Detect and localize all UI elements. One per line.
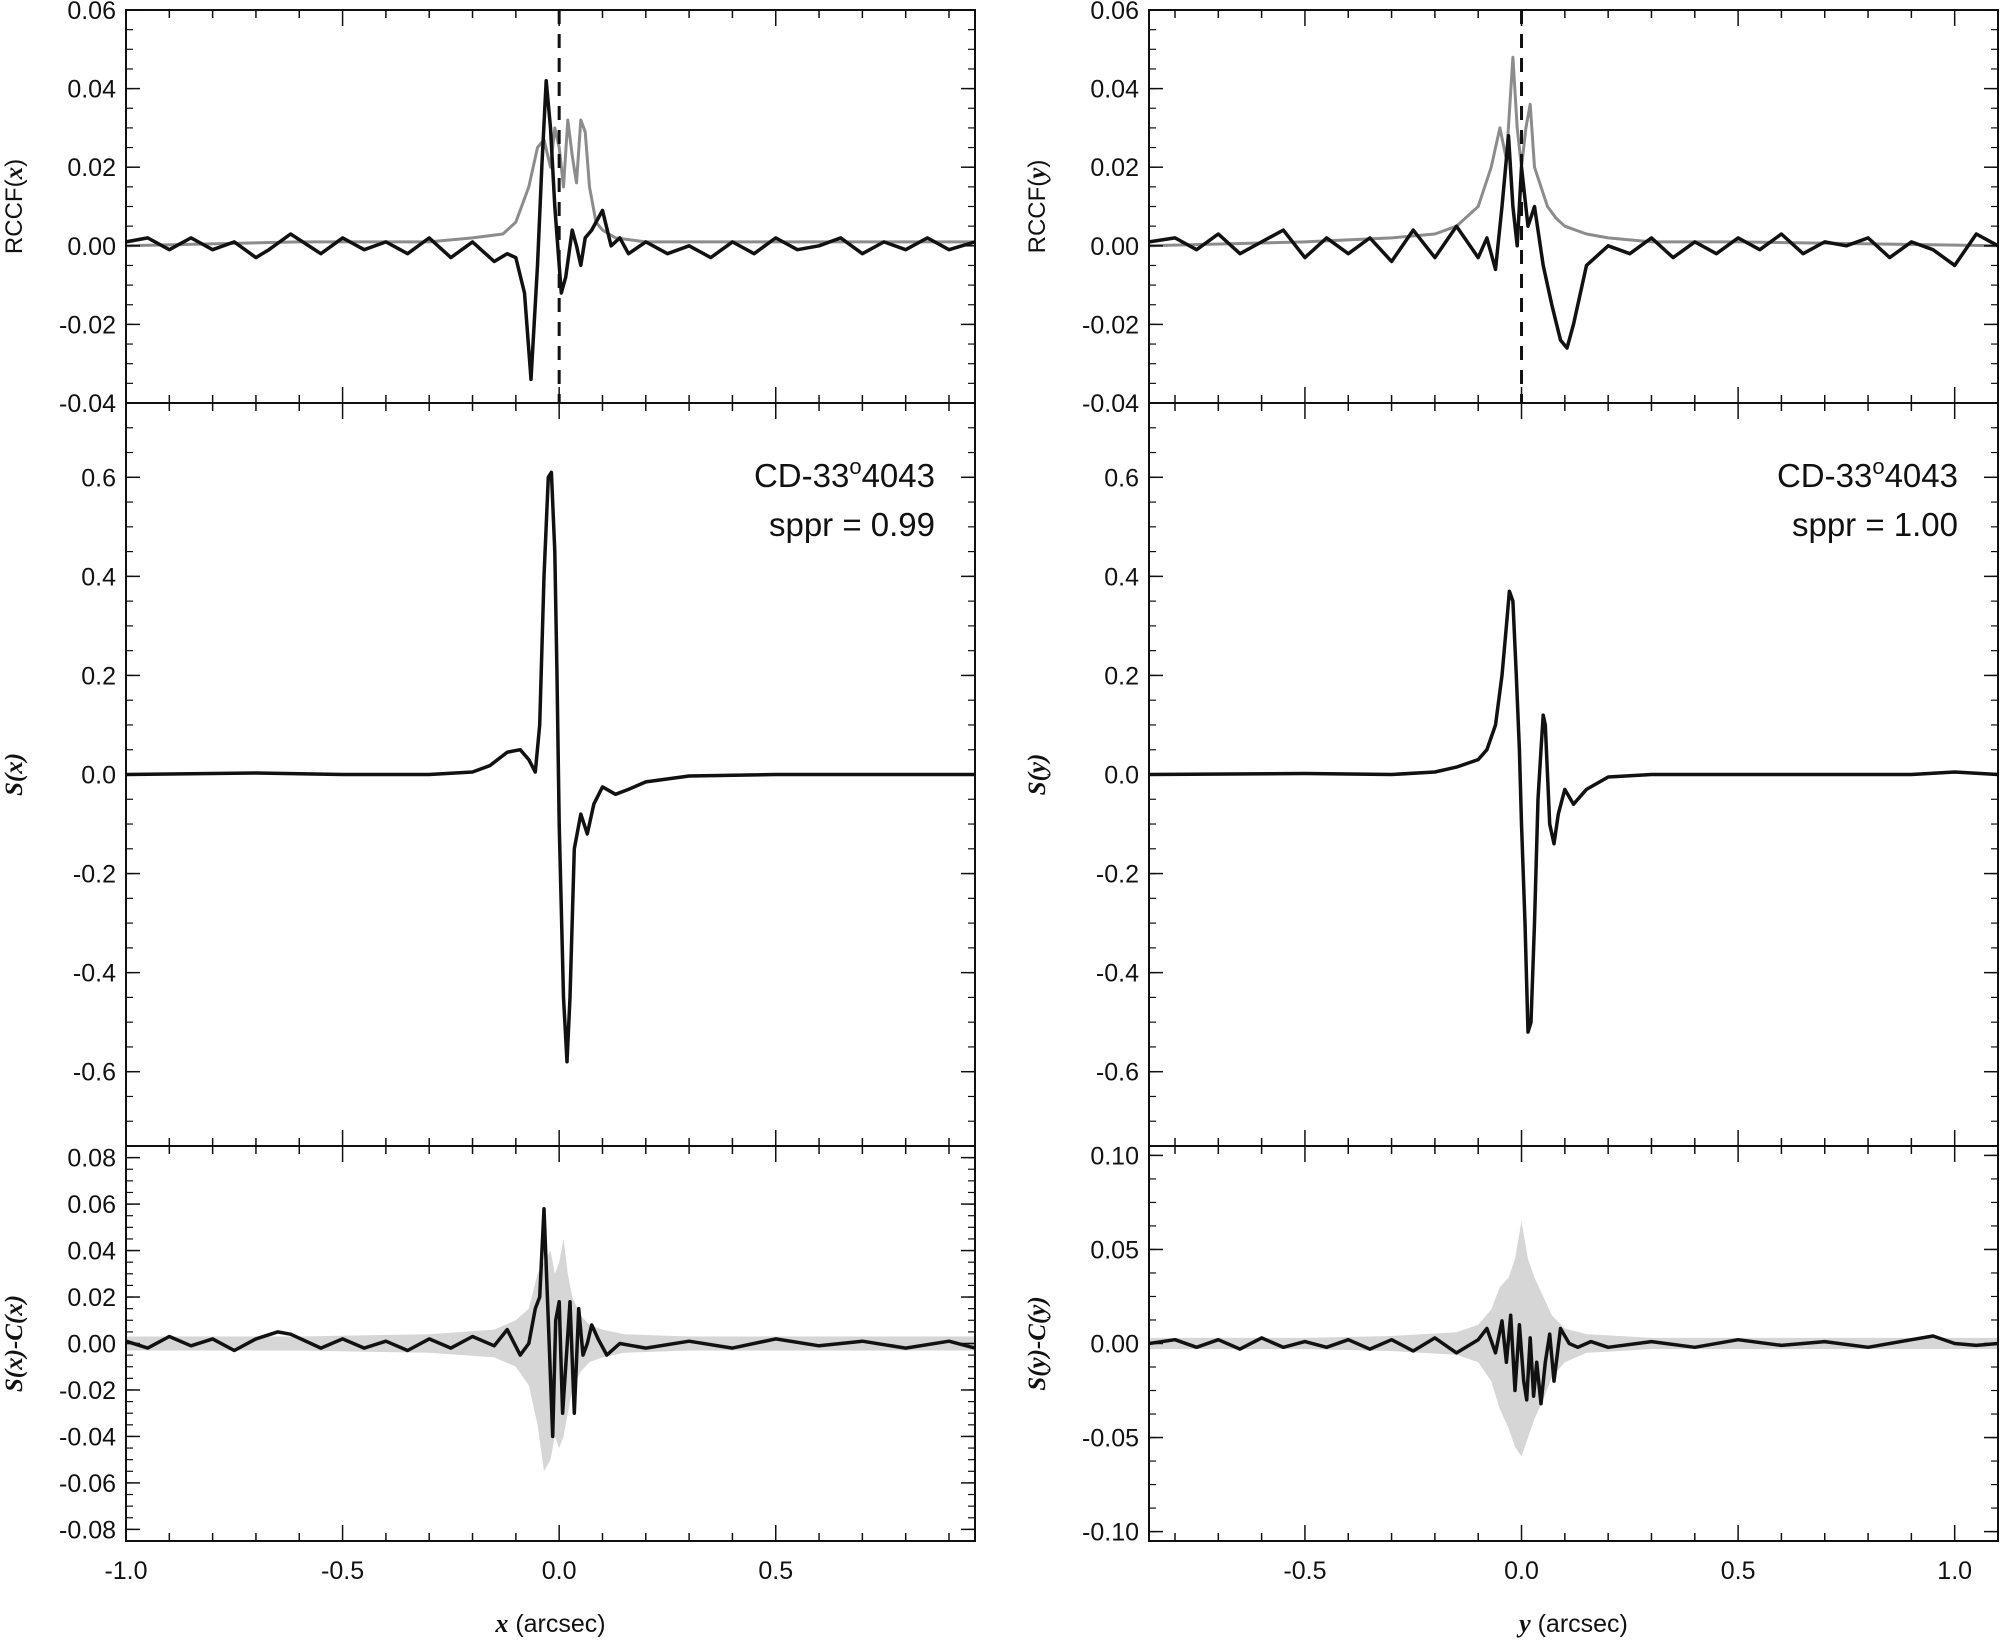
y-tick-label: -0.02 bbox=[59, 1377, 116, 1405]
y-tick-label: 0.0 bbox=[81, 762, 116, 790]
panel-top-right: -0.04 -0.02 0.00 0.02 0.04 0.06 RCCF(y) bbox=[1024, 0, 1999, 418]
star-name-annotation: CD-33o4043 bbox=[1777, 454, 1958, 494]
x-tick-label: 0.5 bbox=[1721, 1557, 1756, 1585]
x-axis-label: x (arcsec) bbox=[494, 1609, 605, 1638]
x-tick-label: 0.5 bbox=[758, 1557, 793, 1585]
y-tick-label: 0.06 bbox=[67, 0, 116, 25]
y-axis-label: S(x)-C(x) bbox=[1, 1295, 28, 1392]
x-axis-label: y (arcsec) bbox=[1516, 1609, 1628, 1638]
y-tick-label: 0.02 bbox=[67, 1284, 116, 1312]
plot-frame bbox=[1148, 9, 1999, 404]
y-axis-label: S(x) bbox=[1, 753, 28, 796]
y-tick-label: 0.04 bbox=[67, 1238, 116, 1266]
x-tick-label: 1.0 bbox=[1937, 1557, 1972, 1585]
y-tick-label: -0.2 bbox=[73, 861, 116, 889]
series-line-0 bbox=[126, 118, 975, 248]
y-tick-label: 0.00 bbox=[67, 1331, 116, 1359]
x-tick-label: -0.5 bbox=[321, 1557, 364, 1585]
y-tick-label: -0.06 bbox=[59, 1470, 116, 1498]
series-line-1 bbox=[126, 78, 975, 382]
star-name-annotation: CD-33o4043 bbox=[754, 454, 935, 494]
series-line-1 bbox=[1149, 134, 1998, 350]
y-tick-label: -0.08 bbox=[59, 1516, 116, 1544]
y-tick-label: 0.00 bbox=[1090, 233, 1139, 261]
x-tick-label: 0.0 bbox=[1504, 1557, 1539, 1585]
y-tick-label: -0.4 bbox=[73, 960, 116, 988]
sppr-annotation: sppr = 0.99 bbox=[769, 506, 935, 543]
y-tick-label: 0.0 bbox=[1104, 762, 1139, 790]
panel-top-left: -0.04 -0.02 0.00 0.02 0.04 0.06 RCCF(x) bbox=[1, 0, 976, 418]
y-tick-label: -0.6 bbox=[1096, 1059, 1139, 1087]
panel-middle-left: -0.6 -0.4 -0.2 0.0 0.2 0.4 0.6 S(x) CD-33o4043 sp… bbox=[1, 402, 976, 1147]
series-line-0 bbox=[1149, 1313, 1998, 1406]
y-tick-label: -0.04 bbox=[1082, 390, 1139, 418]
y-tick-label: 0.00 bbox=[1090, 1331, 1139, 1359]
y-tick-label: 0.6 bbox=[81, 464, 116, 492]
y-tick-label: -0.02 bbox=[1082, 311, 1139, 339]
panel-bottom-left: -0.08 -0.06 -0.04 -0.02 0.00 0.02 0.04 0.06 0.08… bbox=[1, 1145, 976, 1638]
y-axis-label: RCCF(y) bbox=[1024, 160, 1051, 254]
x-tick-label: 0.0 bbox=[542, 1557, 577, 1585]
series-line-0 bbox=[1149, 589, 1998, 1034]
panel-middle-right: -0.6 -0.4 -0.2 0.0 0.2 0.4 0.6 S(y) CD-33o4043 sp… bbox=[1024, 402, 1999, 1147]
y-tick-label: 0.04 bbox=[1090, 76, 1139, 104]
y-tick-label: 0.06 bbox=[1090, 0, 1139, 25]
sppr-annotation: sppr = 1.00 bbox=[1792, 506, 1958, 543]
y-tick-label: -0.04 bbox=[59, 1423, 116, 1451]
y-tick-label: 0.08 bbox=[67, 1145, 116, 1173]
y-tick-label: 0.00 bbox=[67, 233, 116, 261]
y-tick-label: 0.6 bbox=[1104, 464, 1139, 492]
y-tick-label: 0.05 bbox=[1090, 1236, 1139, 1264]
y-tick-label: -0.05 bbox=[1082, 1425, 1139, 1453]
y-tick-label: -0.02 bbox=[59, 311, 116, 339]
x-tick-label: -0.5 bbox=[1283, 1557, 1326, 1585]
series-line-0 bbox=[1149, 55, 1998, 248]
y-tick-label: -0.4 bbox=[1096, 960, 1139, 988]
y-tick-label: 0.04 bbox=[67, 76, 116, 104]
y-tick-label: -0.10 bbox=[1082, 1519, 1139, 1547]
y-tick-label: 0.4 bbox=[1104, 563, 1139, 591]
y-tick-label: -0.2 bbox=[1096, 861, 1139, 889]
uncertainty-band bbox=[1149, 1221, 1998, 1457]
series-line-0 bbox=[126, 470, 975, 1064]
y-tick-label: 0.02 bbox=[1090, 154, 1139, 182]
y-tick-label: 0.2 bbox=[81, 662, 116, 690]
y-axis-label: S(y)-C(y) bbox=[1024, 1296, 1051, 1390]
plot-frame bbox=[125, 9, 976, 404]
panel-bottom-right: -0.10 -0.05 0.00 0.05 0.10 -0.5 0.0 0.5 1.0 y (ar… bbox=[1024, 1142, 1999, 1638]
x-tick-label: -1.0 bbox=[104, 1557, 147, 1585]
y-tick-label: -0.04 bbox=[59, 390, 116, 418]
series-line-0 bbox=[126, 1206, 975, 1439]
y-tick-label: 0.06 bbox=[67, 1191, 116, 1219]
y-tick-label: 0.10 bbox=[1090, 1142, 1139, 1170]
y-tick-label: 0.2 bbox=[1104, 662, 1139, 690]
y-tick-label: 0.4 bbox=[81, 563, 116, 591]
y-tick-label: 0.02 bbox=[67, 154, 116, 182]
y-axis-label: S(y) bbox=[1024, 754, 1051, 796]
y-tick-label: -0.6 bbox=[73, 1059, 116, 1087]
y-axis-label: RCCF(x) bbox=[1, 159, 28, 254]
